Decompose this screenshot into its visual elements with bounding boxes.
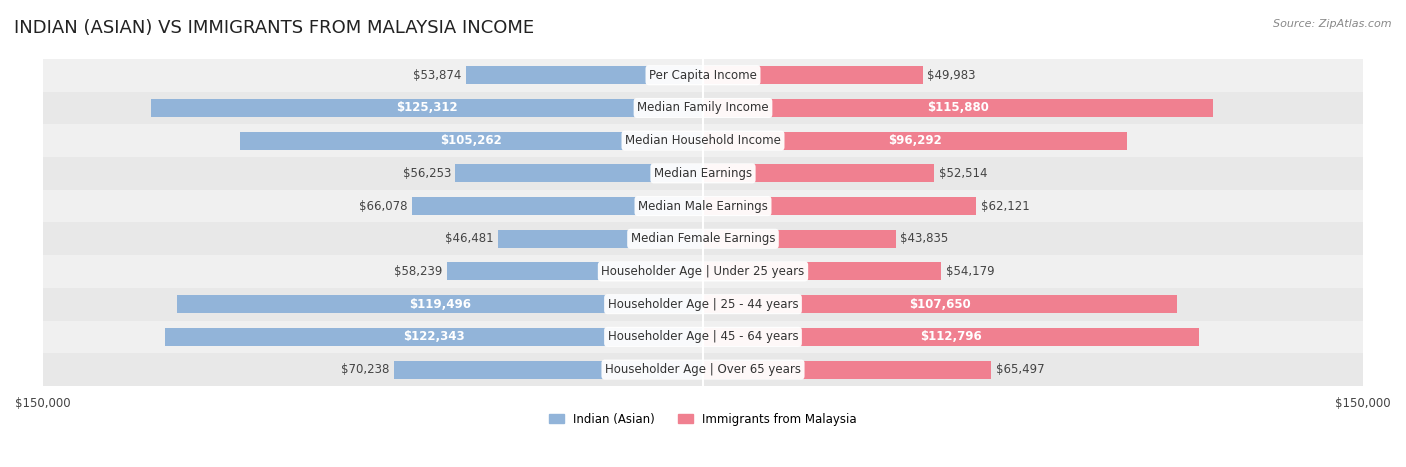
Legend: Indian (Asian), Immigrants from Malaysia: Indian (Asian), Immigrants from Malaysia [544, 408, 862, 431]
Bar [42, 320, 1364, 353]
Bar [239, 132, 703, 149]
Text: $112,796: $112,796 [921, 330, 983, 343]
Bar [42, 288, 1364, 320]
Text: $96,292: $96,292 [889, 134, 942, 147]
Text: $58,239: $58,239 [394, 265, 443, 278]
Text: $62,121: $62,121 [981, 199, 1029, 212]
Bar [42, 353, 1364, 386]
Text: $107,650: $107,650 [910, 297, 970, 311]
Bar [703, 132, 1126, 149]
Bar [42, 124, 1364, 157]
Text: Median Household Income: Median Household Income [626, 134, 780, 147]
Text: Median Female Earnings: Median Female Earnings [631, 232, 775, 245]
Text: $115,880: $115,880 [927, 101, 988, 114]
Bar [42, 59, 1364, 92]
Bar [703, 295, 1177, 313]
Text: $46,481: $46,481 [446, 232, 494, 245]
Text: $105,262: $105,262 [440, 134, 502, 147]
Text: $53,874: $53,874 [413, 69, 461, 82]
Bar [42, 92, 1364, 124]
Bar [703, 328, 1199, 346]
Bar [703, 361, 991, 379]
Bar [42, 222, 1364, 255]
Bar [394, 361, 703, 379]
Text: $56,253: $56,253 [402, 167, 451, 180]
Bar [703, 262, 942, 281]
Text: $43,835: $43,835 [900, 232, 949, 245]
Bar [498, 230, 703, 248]
Text: Householder Age | Over 65 years: Householder Age | Over 65 years [605, 363, 801, 376]
Bar [703, 164, 934, 182]
Bar [42, 157, 1364, 190]
Text: Median Male Earnings: Median Male Earnings [638, 199, 768, 212]
Text: $125,312: $125,312 [396, 101, 458, 114]
Bar [165, 328, 703, 346]
Bar [703, 99, 1213, 117]
Bar [703, 197, 976, 215]
Bar [152, 99, 703, 117]
Text: $70,238: $70,238 [342, 363, 389, 376]
Text: $65,497: $65,497 [995, 363, 1045, 376]
Bar [456, 164, 703, 182]
Text: $122,343: $122,343 [404, 330, 464, 343]
Text: Householder Age | 45 - 64 years: Householder Age | 45 - 64 years [607, 330, 799, 343]
Text: Median Family Income: Median Family Income [637, 101, 769, 114]
Text: Source: ZipAtlas.com: Source: ZipAtlas.com [1274, 19, 1392, 28]
Text: INDIAN (ASIAN) VS IMMIGRANTS FROM MALAYSIA INCOME: INDIAN (ASIAN) VS IMMIGRANTS FROM MALAYS… [14, 19, 534, 37]
Text: Householder Age | 25 - 44 years: Householder Age | 25 - 44 years [607, 297, 799, 311]
Bar [465, 66, 703, 84]
Bar [703, 230, 896, 248]
Text: $119,496: $119,496 [409, 297, 471, 311]
Bar [42, 255, 1364, 288]
Text: $49,983: $49,983 [928, 69, 976, 82]
Text: $52,514: $52,514 [939, 167, 987, 180]
Text: $66,078: $66,078 [360, 199, 408, 212]
Bar [177, 295, 703, 313]
Text: Per Capita Income: Per Capita Income [650, 69, 756, 82]
Bar [703, 66, 922, 84]
Bar [42, 190, 1364, 222]
Text: Median Earnings: Median Earnings [654, 167, 752, 180]
Text: Householder Age | Under 25 years: Householder Age | Under 25 years [602, 265, 804, 278]
Bar [412, 197, 703, 215]
Bar [447, 262, 703, 281]
Text: $54,179: $54,179 [946, 265, 994, 278]
